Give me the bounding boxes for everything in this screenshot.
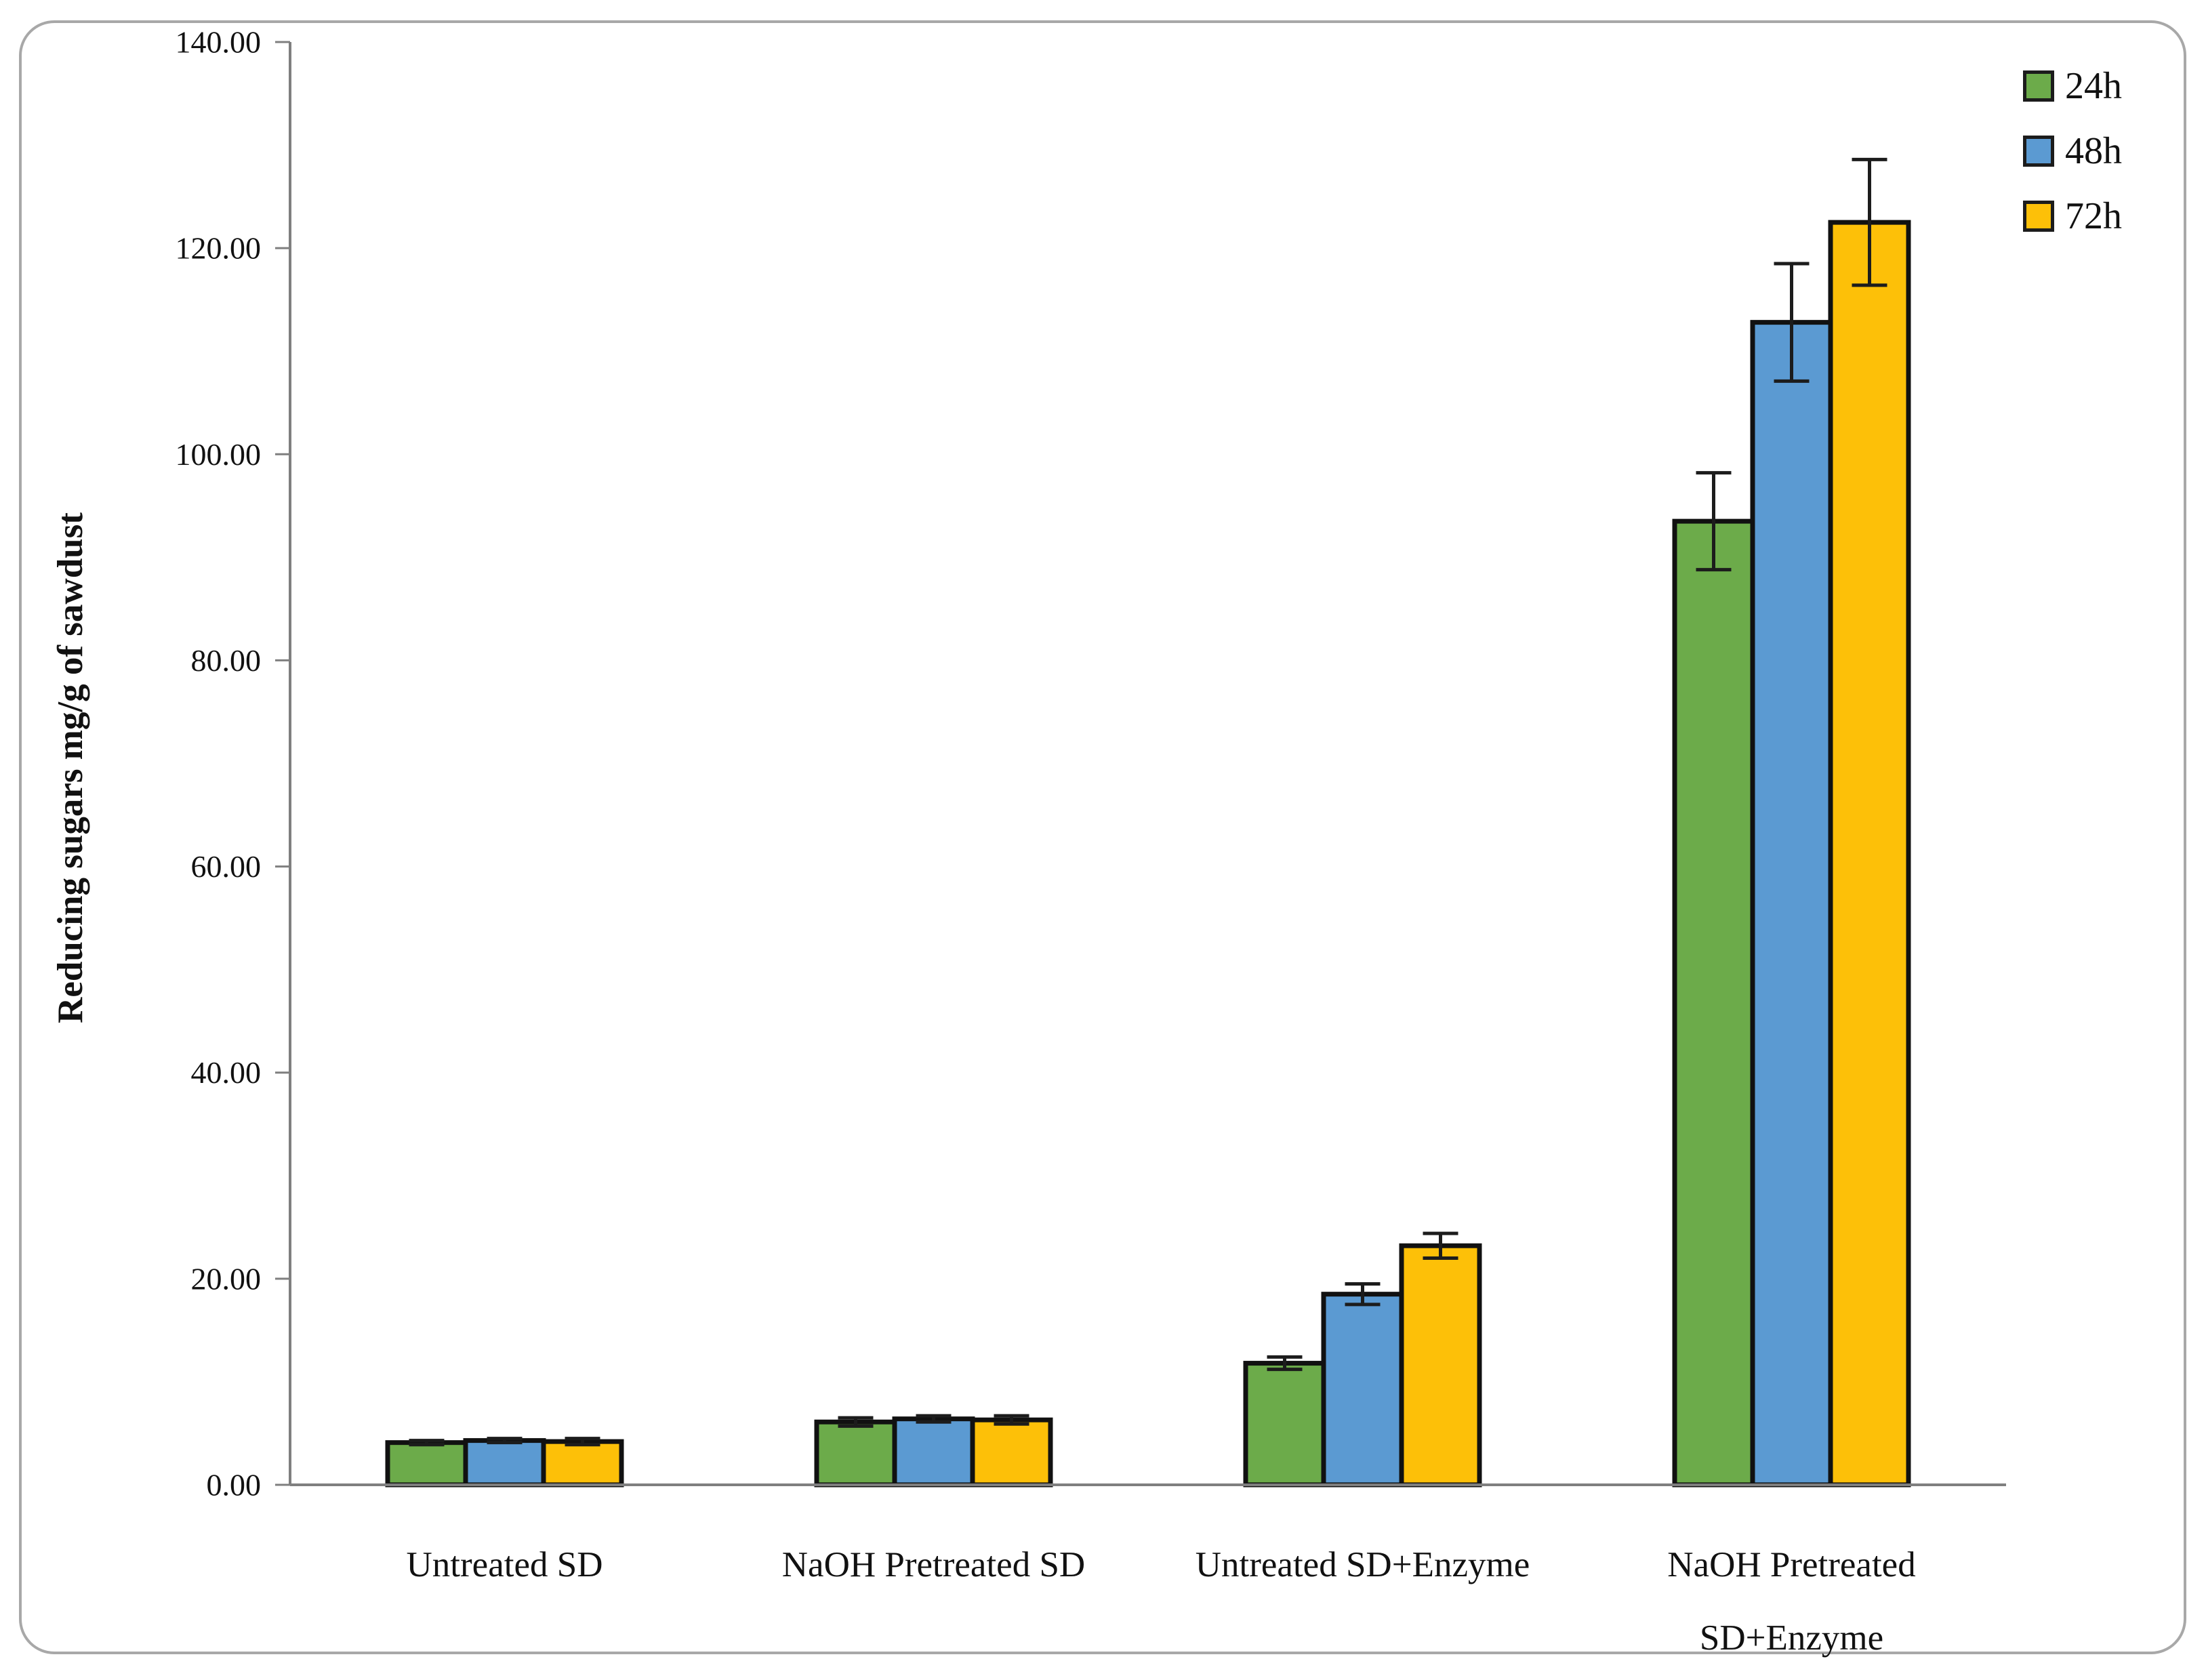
- y-tick-label: 120.00: [176, 231, 262, 266]
- x-category-label-untreated-sd-enzyme: Untreated SD+Enzyme: [1195, 1545, 1530, 1584]
- bar-72h-cat3: [1828, 220, 1911, 1488]
- legend-label-24h: 24h: [2065, 65, 2122, 107]
- bar-24h-cat3: [1672, 518, 1755, 1488]
- legend-item-48h: 48h: [2023, 130, 2122, 172]
- bar-72h-cat0: [541, 1439, 624, 1488]
- y-tick-label: 80.00: [191, 643, 262, 678]
- legend-item-72h: 72h: [2023, 195, 2122, 237]
- y-tick-label: 40.00: [191, 1055, 262, 1090]
- legend-label-72h: 72h: [2065, 195, 2122, 237]
- x-category-label-naoh-pretreated-sd-enzyme: NaOH Pretreated SD+Enzyme: [1667, 1545, 1916, 1658]
- bar-48h-cat0: [463, 1438, 546, 1488]
- y-tick-label: 0.00: [207, 1468, 262, 1502]
- bar-48h-cat1: [892, 1416, 975, 1488]
- y-axis-title: Reducing sugars mg/g of sawdust: [51, 512, 90, 1023]
- y-tick-label: 20.00: [191, 1261, 262, 1296]
- x-category-label-naoh-pretreated-sd: NaOH Pretreated SD: [781, 1545, 1086, 1584]
- bar-72h-cat1: [970, 1417, 1053, 1488]
- legend-swatch-24h-icon: [2023, 70, 2054, 102]
- bar-72h-cat2: [1399, 1243, 1482, 1488]
- bar-24h-cat2: [1243, 1361, 1326, 1488]
- bar-24h-cat0: [385, 1440, 468, 1488]
- legend: 24h 48h 72h: [2023, 65, 2122, 260]
- y-tick-label: 100.00: [176, 437, 262, 472]
- bar-48h-cat2: [1321, 1292, 1404, 1488]
- y-tick-label: 140.00: [176, 25, 262, 60]
- legend-swatch-72h-icon: [2023, 201, 2054, 232]
- x-category-label-untreated-sd: Untreated SD: [406, 1545, 603, 1584]
- bar-24h-cat1: [814, 1419, 897, 1488]
- legend-label-48h: 48h: [2065, 130, 2122, 172]
- bar-48h-cat3: [1750, 320, 1833, 1488]
- y-tick-label: 60.00: [191, 849, 262, 884]
- legend-item-24h: 24h: [2023, 65, 2122, 107]
- legend-swatch-48h-icon: [2023, 136, 2054, 167]
